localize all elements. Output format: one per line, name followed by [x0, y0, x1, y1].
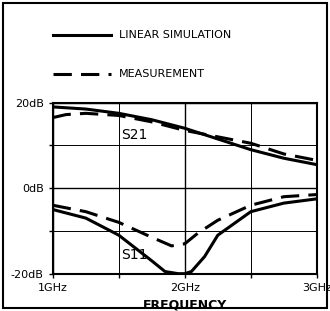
Text: S11: S11 [121, 248, 148, 262]
Text: MEASUREMENT: MEASUREMENT [119, 69, 205, 79]
Text: S21: S21 [121, 128, 148, 142]
Text: LINEAR SIMULATION: LINEAR SIMULATION [119, 30, 231, 40]
X-axis label: FREQUENCY: FREQUENCY [143, 298, 227, 311]
